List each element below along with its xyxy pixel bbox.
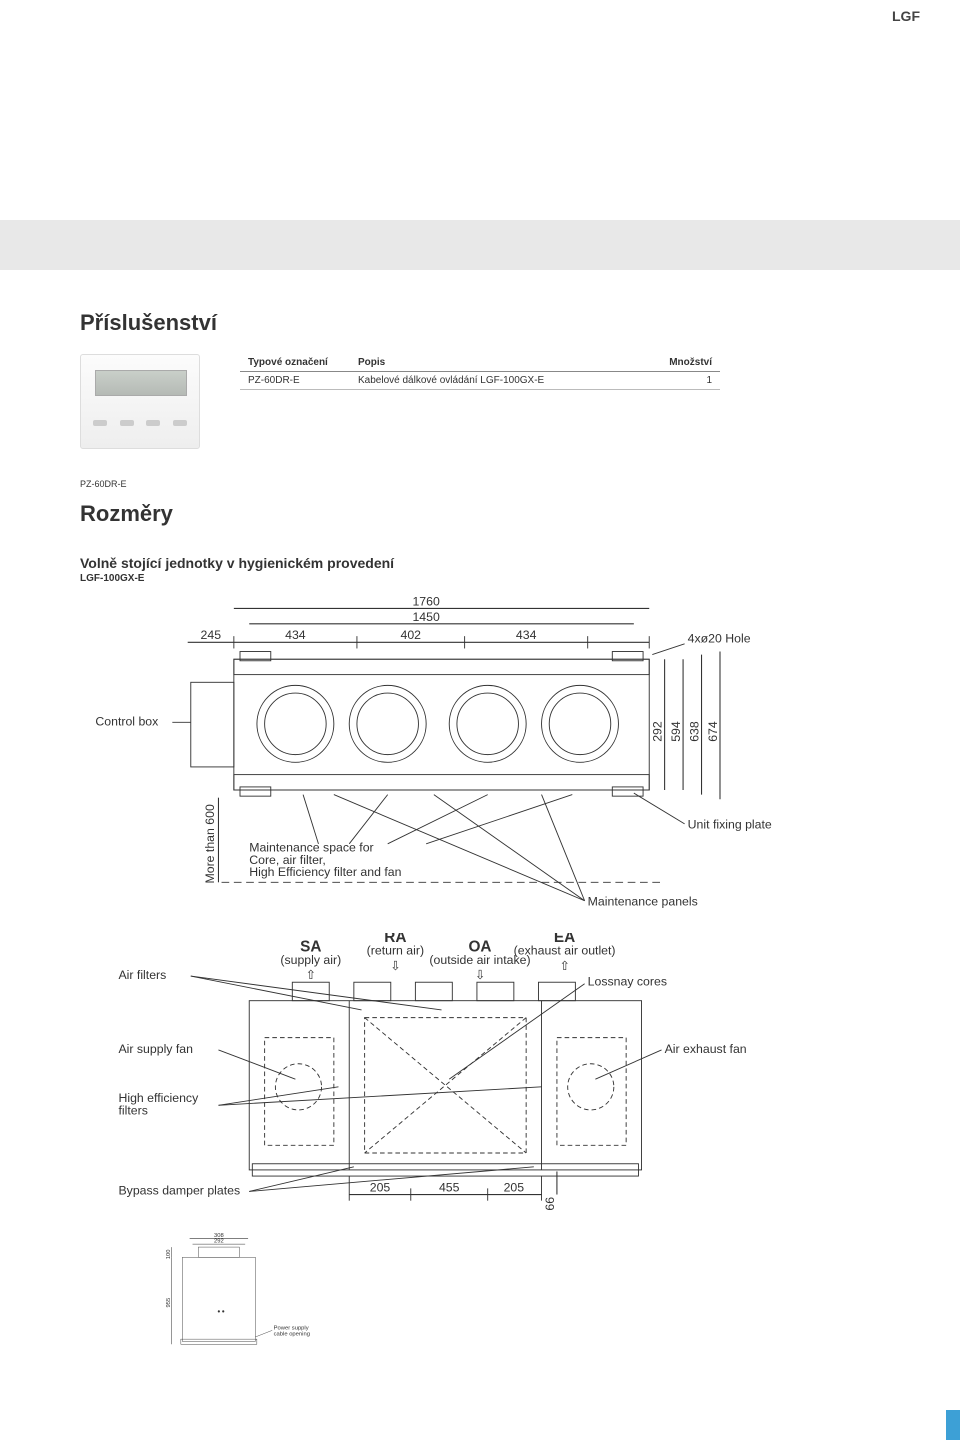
grey-band	[0, 220, 960, 270]
svg-text:⇧: ⇧	[559, 959, 569, 973]
controller-block	[80, 354, 200, 449]
dim-66: 66	[543, 1197, 557, 1211]
dim-1760: 1760	[412, 594, 440, 608]
dim-292: 292	[651, 721, 665, 742]
lbl-lossnay: Lossnay cores	[588, 975, 667, 989]
dim-205a: 205	[370, 1181, 391, 1195]
model-code: LGF-100GX-E	[80, 573, 880, 584]
table-header-row: Typové označení Popis Množství	[240, 354, 720, 372]
lbl-maint-space-3: High Efficiency filter and fan	[249, 865, 401, 879]
page-header: LGF	[0, 0, 960, 30]
hole-note: 4xø20 Hole	[688, 631, 751, 645]
td-model: PZ-60DR-E	[240, 372, 350, 390]
controller-screen	[95, 370, 187, 396]
dim-955: 955	[166, 1297, 172, 1307]
td-qty: 1	[630, 372, 720, 390]
dim-455: 455	[439, 1181, 460, 1195]
page-content: Příslušenství Typové označení Popis Množ…	[0, 270, 960, 1400]
accessories-row: Typové označení Popis Množství PZ-60DR-E…	[80, 354, 880, 449]
dim-594: 594	[669, 721, 683, 742]
dim-205b: 205	[504, 1181, 525, 1195]
svg-text:⇩: ⇩	[475, 969, 485, 983]
lbl-fixing-plate: Unit fixing plate	[688, 817, 772, 831]
front-view-drawing: SA (supply air) RA (return air) OA (outs…	[80, 933, 880, 1225]
dim-292: 292	[214, 1238, 224, 1244]
th-desc: Popis	[350, 354, 630, 372]
dim-1450: 1450	[412, 610, 440, 624]
dim-245: 245	[201, 628, 222, 642]
dimensions-subheading: Volně stojící jednotky v hygienickém pro…	[80, 555, 880, 571]
dim-674: 674	[706, 721, 720, 742]
side-tab	[946, 1410, 960, 1440]
lbl-high-eff-2: filters	[118, 1104, 147, 1118]
lbl-SA-sub: (supply air)	[280, 953, 341, 967]
dimensions-heading: Rozměry	[80, 501, 880, 527]
lbl-power-1: Power supply	[274, 1325, 309, 1331]
dim-638: 638	[687, 721, 701, 742]
lbl-air-exhaust-fan: Air exhaust fan	[665, 1042, 747, 1056]
top-spacer	[0, 30, 960, 220]
page-badge: LGF	[892, 8, 920, 24]
dim-402: 402	[401, 628, 422, 642]
lbl-bypass: Bypass damper plates	[118, 1184, 240, 1198]
dim-434a: 434	[285, 628, 306, 642]
controller-caption: PZ-60DR-E	[80, 479, 880, 489]
dim-308: 308	[214, 1233, 224, 1239]
top-view-drawing: 1760 1450 245 434 402 434 4xø20 Hole Con…	[80, 590, 880, 928]
lbl-air-supply-fan: Air supply fan	[118, 1042, 193, 1056]
controller-buttons	[81, 420, 199, 434]
side-view-drawing: 308 292 100 955 Power supply cable openi…	[80, 1231, 460, 1355]
lbl-air-filters: Air filters	[118, 969, 166, 983]
lbl-maint-panels: Maintenance panels	[588, 894, 698, 908]
table-row: PZ-60DR-E Kabelové dálkové ovládání LGF-…	[240, 372, 720, 390]
dim-100: 100	[166, 1249, 172, 1259]
td-desc: Kabelové dálkové ovládání LGF-100GX-E	[350, 372, 630, 390]
controller-image	[80, 354, 200, 449]
th-qty: Množství	[630, 354, 720, 372]
accessories-heading: Příslušenství	[80, 310, 880, 336]
accessories-table: Typové označení Popis Množství PZ-60DR-E…	[240, 354, 720, 390]
th-model: Typové označení	[240, 354, 350, 372]
lbl-power-2: cable opening	[274, 1331, 310, 1337]
dim-clearance: More than 600	[203, 804, 217, 883]
page-footer	[0, 1400, 960, 1440]
lbl-EA-sub: (exhaust air outlet)	[514, 944, 616, 958]
lbl-RA-sub: (return air)	[367, 944, 424, 958]
dim-434b: 434	[516, 628, 537, 642]
svg-text:⇩: ⇩	[390, 959, 400, 973]
svg-text:⇧: ⇧	[306, 969, 316, 983]
lbl-control-box: Control box	[95, 714, 159, 728]
